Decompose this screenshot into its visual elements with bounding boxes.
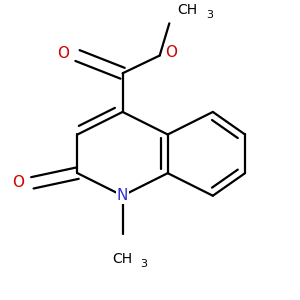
Text: O: O <box>165 45 177 60</box>
Text: O: O <box>12 175 24 190</box>
Text: CH: CH <box>112 252 133 266</box>
Text: O: O <box>57 46 69 62</box>
Text: 3: 3 <box>206 10 213 20</box>
Text: 3: 3 <box>140 259 147 269</box>
Text: N: N <box>117 188 128 203</box>
Text: CH: CH <box>177 3 197 17</box>
